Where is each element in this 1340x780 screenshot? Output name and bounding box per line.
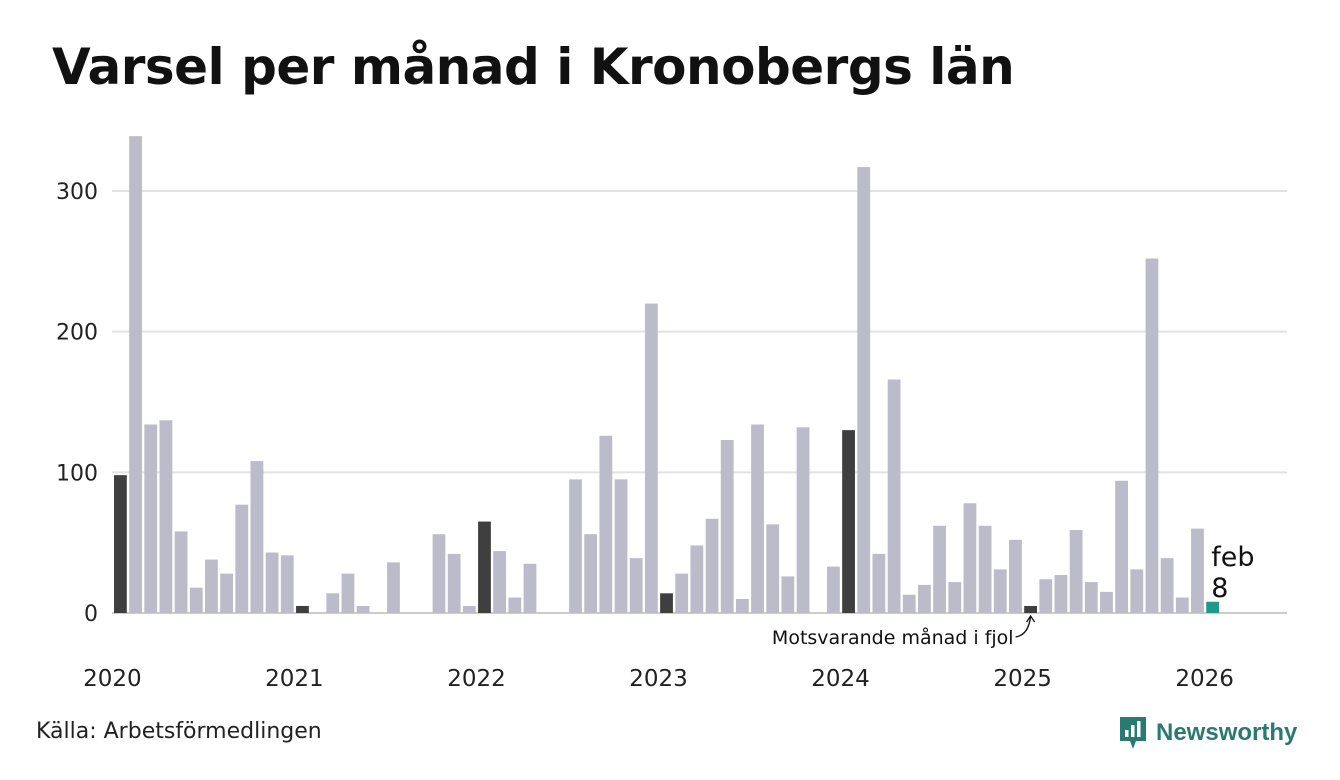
bar: [690, 545, 704, 613]
bar: [887, 379, 901, 613]
bar: [462, 605, 476, 613]
y-tick-label: 0: [84, 602, 98, 627]
bar-current: [1206, 601, 1220, 613]
current-month-label: feb: [1211, 542, 1254, 573]
x-tick-label: 2020: [83, 666, 142, 692]
bar: [1024, 605, 1037, 613]
bar: [326, 593, 340, 613]
bar: [235, 504, 249, 613]
bar: [1130, 569, 1144, 613]
bar: [1009, 539, 1022, 613]
bar: [265, 552, 279, 613]
annotation-text: Motsvarande månad i fjol: [772, 626, 1014, 649]
bar: [114, 475, 127, 613]
bar: [720, 439, 734, 613]
bar: [644, 303, 658, 613]
annotation-arrow: [1015, 615, 1032, 638]
current-value-label: 8: [1211, 573, 1228, 604]
bar: [781, 576, 795, 613]
bar: [508, 597, 522, 613]
bar: [614, 479, 628, 613]
bar: [675, 573, 689, 613]
y-tick-label: 200: [56, 321, 98, 346]
bar: [1069, 530, 1083, 613]
bar: [735, 598, 749, 613]
bar: [918, 584, 931, 613]
bar: [963, 503, 977, 613]
bar: [660, 593, 673, 613]
x-tick-label: 2023: [629, 666, 688, 692]
bar: [174, 531, 188, 613]
bar: [1145, 258, 1159, 613]
bar: [478, 521, 491, 613]
bar: [220, 573, 233, 613]
bar: [280, 555, 294, 613]
bar: [1175, 597, 1189, 613]
bar: [766, 524, 780, 613]
bar: [1100, 591, 1113, 613]
bar: [751, 424, 764, 613]
bar: [857, 167, 871, 613]
bar: [705, 518, 719, 613]
bar: [1115, 480, 1129, 613]
bar: [599, 435, 613, 613]
x-tick-label: 2025: [993, 666, 1052, 692]
bar: [993, 569, 1007, 613]
x-tick-label: 2026: [1175, 666, 1234, 692]
bar: [356, 605, 370, 613]
bar: [129, 136, 142, 613]
bars: [114, 136, 1220, 613]
y-tick-label: 300: [56, 180, 98, 205]
bar: [872, 553, 886, 613]
x-axis: 2020 2021 2022 2023 2024 2025 2026: [83, 666, 1234, 692]
bar: [1191, 528, 1204, 613]
brand-name: Newsworthy: [1156, 719, 1298, 746]
bar: [569, 479, 582, 613]
bar: [144, 424, 158, 613]
bar: [584, 534, 598, 613]
bar: [1084, 582, 1098, 613]
bar: [1160, 558, 1174, 613]
bar: [933, 525, 946, 613]
bar: [842, 430, 855, 613]
bar: [902, 594, 916, 613]
brand-logo: Newsworthy: [1118, 714, 1297, 752]
bar: [1039, 579, 1053, 613]
y-axis: 0 100 200 300: [56, 180, 98, 627]
source-note: Källa: Arbetsförmedlingen: [36, 719, 322, 744]
bar: [523, 563, 537, 613]
bar: [796, 427, 810, 613]
chart-title: Varsel per månad i Kronobergs län: [52, 38, 1015, 96]
x-tick-label: 2022: [447, 666, 506, 692]
x-tick-label: 2024: [811, 666, 870, 692]
bar: [387, 562, 400, 613]
bar: [432, 534, 446, 613]
bar: [341, 573, 355, 613]
bar: [978, 525, 992, 613]
current-value-callout: feb 8: [1211, 542, 1254, 604]
x-tick-label: 2021: [265, 666, 324, 692]
bar: [447, 553, 461, 613]
bar: [1054, 575, 1068, 613]
bar: [205, 559, 218, 613]
bar: [493, 551, 507, 613]
bar: [296, 605, 309, 613]
y-tick-label: 100: [56, 461, 98, 486]
annotation-arrowhead: [1026, 614, 1036, 623]
previous-year-annotation: Motsvarande månad i fjol: [772, 614, 1036, 649]
bar: [189, 587, 203, 613]
bar: [250, 461, 264, 613]
bar: [826, 566, 840, 613]
bar: [629, 558, 643, 613]
bar: [159, 420, 173, 613]
newsworthy-logo-icon: [1120, 717, 1146, 749]
bar: [948, 582, 962, 613]
